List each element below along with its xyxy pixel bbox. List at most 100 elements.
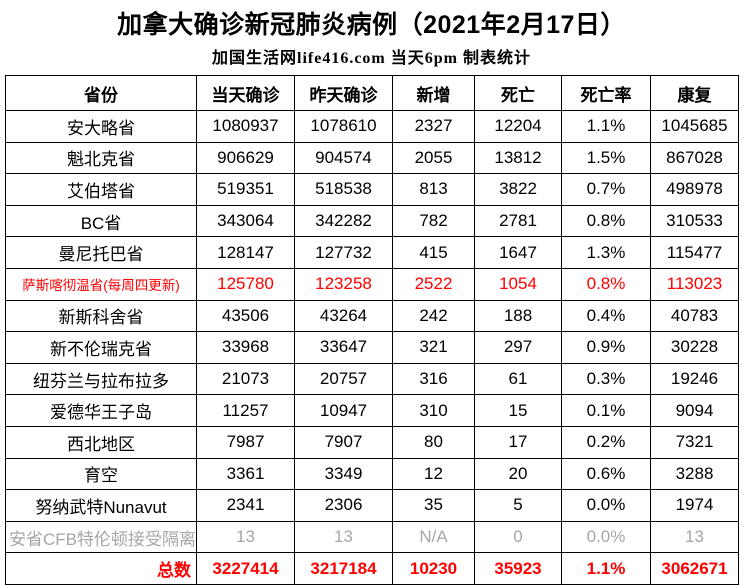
death-rate-cell: 0.7% — [561, 173, 651, 206]
province-cell: 西北地区 — [5, 425, 197, 459]
death-rate-cell: 0.0% — [561, 489, 651, 522]
yesterday-cell: 518538 — [294, 173, 393, 206]
province-cell: 努纳武特Nunavut — [5, 489, 197, 522]
death-rate-cell: 0.9% — [561, 331, 651, 364]
total-row: 总数 3227414 3217184 10230 35923 1.1% 3062… — [5, 552, 739, 585]
recovered-cell: 30228 — [650, 331, 739, 364]
province-cell: 萨斯喀彻温省(每周四更新) — [5, 267, 197, 301]
table-row-pei: 爱德华王子岛 11257 10947 310 15 0.1% 9094 — [5, 394, 739, 427]
new-cases-cell: 242 — [392, 299, 475, 333]
province-cell: 爱德华王子岛 — [5, 394, 197, 427]
province-cell: 育空 — [5, 457, 197, 491]
col-header-yesterday: 昨天确诊 — [294, 75, 393, 111]
new-cases-cell: N/A — [392, 520, 475, 554]
total-recovered-cell: 3062671 — [650, 552, 739, 585]
col-header-death-rate: 死亡率 — [561, 75, 651, 111]
col-header-new-cases: 新增 — [392, 75, 475, 111]
death-rate-cell: 0.4% — [561, 299, 651, 333]
yesterday-cell: 10947 — [294, 394, 393, 427]
table-row-new-brunswick: 新不伦瑞克省 33968 33647 321 297 0.9% 30228 — [5, 331, 739, 364]
new-cases-cell: 321 — [392, 331, 475, 364]
deaths-cell: 15 — [474, 394, 562, 427]
deaths-cell: 1054 — [474, 267, 562, 301]
new-cases-cell: 310 — [392, 394, 475, 427]
col-header-province: 省份 — [5, 75, 197, 111]
today-cell: 343064 — [196, 204, 295, 238]
deaths-cell: 297 — [474, 331, 562, 364]
province-cell: 艾伯塔省 — [5, 173, 197, 206]
new-cases-cell: 813 — [392, 173, 475, 206]
deaths-cell: 13812 — [474, 141, 562, 175]
province-cell: 纽芬兰与拉布拉多 — [5, 362, 197, 396]
new-cases-cell: 35 — [392, 489, 475, 522]
yesterday-cell: 127732 — [294, 236, 393, 269]
yesterday-cell: 342282 — [294, 204, 393, 238]
recovered-cell: 1974 — [650, 489, 739, 522]
today-cell: 128147 — [196, 236, 295, 269]
table-row-quebec: 魁北克省 906629 904574 2055 13812 1.5% 86702… — [5, 141, 739, 175]
yesterday-cell: 1078610 — [294, 110, 393, 143]
province-cell: 安大略省 — [5, 110, 197, 143]
total-deaths-cell: 35923 — [474, 552, 562, 585]
recovered-cell: 867028 — [650, 141, 739, 175]
table-row-saskatchewan: 萨斯喀彻温省(每周四更新) 125780 123258 2522 1054 0.… — [5, 267, 739, 301]
page-subtitle: 加国生活网life416.com 当天6pm 制表统计 — [212, 50, 531, 67]
recovered-cell: 19246 — [650, 362, 739, 396]
yesterday-cell: 123258 — [294, 267, 393, 301]
today-cell: 2341 — [196, 489, 295, 522]
death-rate-cell: 1.5% — [561, 141, 651, 175]
today-cell: 3361 — [196, 457, 295, 491]
table-row-cfb-trenton: 安省CFB特伦顿接受隔离 13 13 N/A 0 0.0% 13 — [5, 520, 739, 554]
new-cases-cell: 12 — [392, 457, 475, 491]
table-row-nunavut: 努纳武特Nunavut 2341 2306 35 5 0.0% 1974 — [5, 489, 739, 522]
deaths-cell: 1647 — [474, 236, 562, 269]
total-death-rate-cell: 1.1% — [561, 552, 651, 585]
yesterday-cell: 2306 — [294, 489, 393, 522]
today-cell: 43506 — [196, 299, 295, 333]
today-cell: 11257 — [196, 394, 295, 427]
total-today-cell: 3227414 — [196, 552, 295, 585]
recovered-cell: 40783 — [650, 299, 739, 333]
today-cell: 519351 — [196, 173, 295, 206]
province-cell: BC省 — [5, 204, 197, 238]
recovered-cell: 113023 — [650, 267, 739, 301]
deaths-cell: 20 — [474, 457, 562, 491]
province-cell: 安省CFB特伦顿接受隔离 — [5, 520, 197, 554]
today-cell: 125780 — [196, 267, 295, 301]
recovered-cell: 3288 — [650, 457, 739, 491]
new-cases-cell: 782 — [392, 204, 475, 238]
yesterday-cell: 904574 — [294, 141, 393, 175]
col-header-recovered: 康复 — [650, 75, 739, 111]
table-row-ontario: 安大略省 1080937 1078610 2327 12204 1.1% 104… — [5, 110, 739, 143]
table-row-newfoundland: 纽芬兰与拉布拉多 21073 20757 316 61 0.3% 19246 — [5, 362, 739, 396]
header-row: 省份 当天确诊 昨天确诊 新增 死亡 死亡率 康复 — [5, 75, 739, 111]
page-title: 加拿大确诊新冠肺炎病例（2021年2月17日） — [117, 11, 626, 39]
total-yesterday-cell: 3217184 — [294, 552, 393, 585]
total-new-cases-cell: 10230 — [392, 552, 475, 585]
today-cell: 906629 — [196, 141, 295, 175]
province-cell: 曼尼托巴省 — [5, 236, 197, 269]
province-cell: 新不伦瑞克省 — [5, 331, 197, 364]
today-cell: 13 — [196, 520, 295, 554]
table-row-manitoba: 曼尼托巴省 128147 127732 415 1647 1.3% 115477 — [5, 236, 739, 269]
table-row-alberta: 艾伯塔省 519351 518538 813 3822 0.7% 498978 — [5, 173, 739, 206]
recovered-cell: 498978 — [650, 173, 739, 206]
death-rate-cell: 0.6% — [561, 457, 651, 491]
recovered-cell: 1045685 — [650, 110, 739, 143]
death-rate-cell: 0.8% — [561, 267, 651, 301]
yesterday-cell: 20757 — [294, 362, 393, 396]
today-cell: 21073 — [196, 362, 295, 396]
death-rate-cell: 0.2% — [561, 425, 651, 459]
death-rate-cell: 1.1% — [561, 110, 651, 143]
table-row-northwest-territories: 西北地区 7987 7907 80 17 0.2% 7321 — [5, 425, 739, 459]
today-cell: 33968 — [196, 331, 295, 364]
recovered-cell: 9094 — [650, 394, 739, 427]
new-cases-cell: 415 — [392, 236, 475, 269]
deaths-cell: 3822 — [474, 173, 562, 206]
covid-stats-table: 省份 当天确诊 昨天确诊 新增 死亡 死亡率 康复 安大略省 1080937 1… — [5, 75, 739, 585]
col-header-today: 当天确诊 — [196, 75, 295, 111]
deaths-cell: 0 — [474, 520, 562, 554]
death-rate-cell: 0.3% — [561, 362, 651, 396]
table-row-bc: BC省 343064 342282 782 2781 0.8% 310533 — [5, 204, 739, 238]
deaths-cell: 5 — [474, 489, 562, 522]
